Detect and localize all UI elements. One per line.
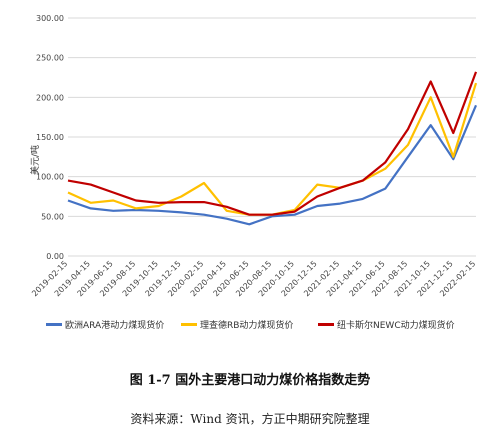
legend: 欧洲ARA港动力煤现货价 理查德RB动力煤现货价 纽卡斯尔NEWC动力煤现货价: [0, 318, 500, 334]
series-lines: [67, 71, 478, 226]
y-tick-label: 0.00: [46, 252, 64, 261]
legend-swatch-rb: [181, 323, 197, 326]
y-tick-label: 50.00: [41, 212, 64, 221]
y-tick-label: 100.00: [36, 173, 64, 182]
y-tick-label: 200.00: [36, 93, 64, 102]
legend-label-newc: 纽卡斯尔NEWC动力煤现货价: [337, 321, 455, 331]
y-tick-label: 150.00: [36, 133, 64, 142]
legend-item-ara: 欧洲ARA港动力煤现货价: [46, 318, 164, 331]
series-line-2: [67, 71, 478, 216]
legend-label-ara: 欧洲ARA港动力煤现货价: [65, 321, 165, 331]
legend-label-rb: 理查德RB动力煤现货价: [200, 321, 294, 331]
x-tick-labels: 2019-02-152019-04-152019-06-152019-08-15…: [30, 259, 477, 298]
line-chart: 0.0050.00100.00150.00200.00250.00300.00 …: [29, 14, 478, 298]
y-tick-labels: 0.00 50.00 100.00 150.00 200.00 250.00 300.00: [36, 14, 64, 261]
legend-item-newc: 纽卡斯尔NEWC动力煤现货价: [318, 318, 455, 331]
figure-caption: 图 1-7 国外主要港口动力煤价格指数走势: [129, 373, 371, 388]
y-tick-label: 250.00: [36, 54, 64, 63]
legend-swatch-newc: [318, 323, 334, 326]
y-axis-label: 美元/吨: [29, 145, 41, 175]
source-note: 资料来源：Wind 资讯，方正中期研究院整理: [130, 412, 370, 426]
y-tick-label: 300.00: [36, 14, 64, 23]
legend-item-rb: 理查德RB动力煤现货价: [181, 318, 293, 331]
legend-swatch-ara: [46, 323, 62, 326]
gridlines: [68, 17, 476, 257]
series-line-0: [67, 104, 478, 226]
